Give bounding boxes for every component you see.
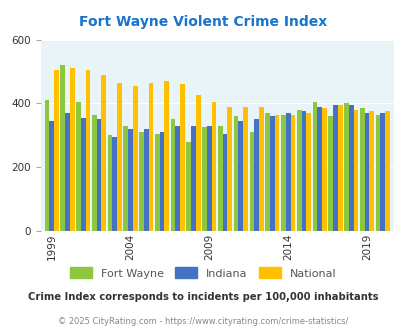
Bar (227, 107, 232, 231)
Bar (159, 132, 164, 231)
Bar (254, 119, 258, 231)
Bar (148, 82, 153, 231)
Bar (45, 100, 49, 231)
Bar (269, 116, 274, 231)
Bar (186, 142, 191, 231)
Bar (117, 82, 121, 231)
Bar (375, 115, 379, 231)
Bar (317, 107, 321, 231)
Bar (343, 103, 348, 231)
Bar (290, 115, 294, 231)
Bar (170, 119, 175, 231)
Bar (301, 112, 305, 231)
Bar (96, 119, 101, 231)
Legend: Fort Wayne, Indiana, National: Fort Wayne, Indiana, National (65, 263, 340, 283)
Bar (217, 126, 222, 231)
Bar (211, 102, 216, 231)
Bar (123, 126, 128, 231)
Bar (164, 81, 169, 231)
Bar (49, 121, 54, 231)
Bar (155, 134, 159, 231)
Bar (191, 126, 196, 231)
Bar (280, 115, 285, 231)
Bar (285, 113, 290, 231)
Bar (128, 129, 132, 231)
Bar (139, 132, 143, 231)
Bar (274, 115, 279, 231)
Bar (85, 70, 90, 231)
Bar (369, 112, 373, 231)
Bar (65, 113, 70, 231)
Bar (379, 113, 384, 231)
Bar (328, 116, 332, 231)
Bar (81, 118, 85, 231)
Bar (321, 108, 326, 231)
Text: © 2025 CityRating.com - https://www.cityrating.com/crime-statistics/: © 2025 CityRating.com - https://www.city… (58, 317, 347, 326)
Bar (384, 112, 389, 231)
Bar (180, 84, 184, 231)
Bar (264, 113, 269, 231)
Bar (305, 113, 310, 231)
Bar (312, 102, 317, 231)
Bar (332, 105, 337, 231)
Bar (202, 127, 207, 231)
Bar (112, 137, 117, 231)
Bar (243, 107, 247, 231)
Bar (233, 116, 238, 231)
Bar (196, 95, 200, 231)
Bar (76, 102, 81, 231)
Bar (296, 110, 301, 231)
Bar (101, 75, 106, 231)
Text: Fort Wayne Violent Crime Index: Fort Wayne Violent Crime Index (79, 15, 326, 29)
Bar (54, 70, 59, 231)
Bar (359, 108, 364, 231)
Bar (92, 115, 96, 231)
Bar (364, 113, 369, 231)
Bar (249, 132, 254, 231)
Bar (70, 68, 75, 231)
Bar (222, 134, 227, 231)
Bar (258, 107, 263, 231)
Bar (238, 121, 243, 231)
Bar (132, 86, 137, 231)
Text: Crime Index corresponds to incidents per 100,000 inhabitants: Crime Index corresponds to incidents per… (28, 292, 377, 302)
Bar (107, 135, 112, 231)
Bar (337, 105, 342, 231)
Bar (175, 126, 180, 231)
Bar (353, 110, 358, 231)
Bar (143, 129, 148, 231)
Bar (207, 126, 211, 231)
Bar (60, 65, 65, 231)
Bar (348, 105, 353, 231)
